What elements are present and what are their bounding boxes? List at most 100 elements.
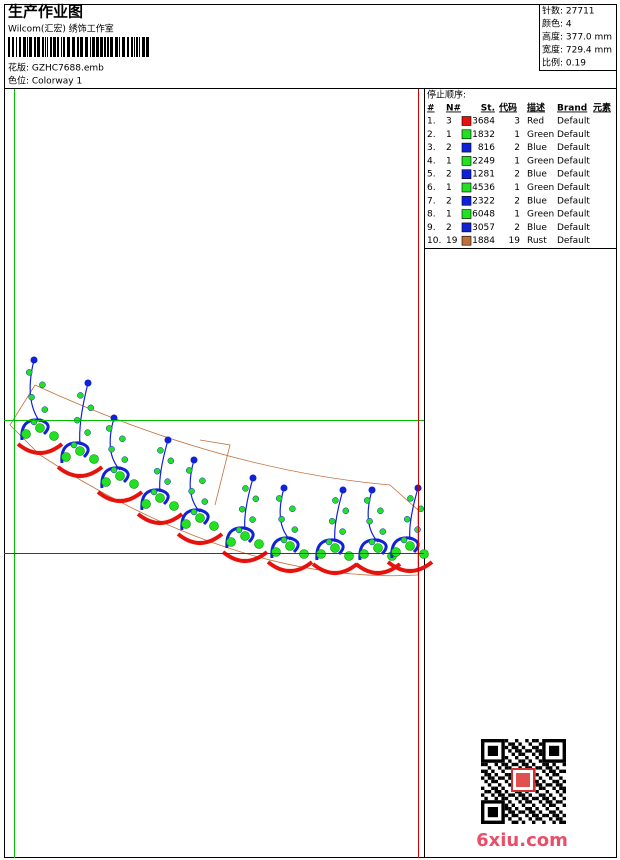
qr-cell — [521, 762, 526, 767]
qr-cell — [521, 796, 526, 801]
qr-cell — [511, 813, 515, 818]
leaf — [157, 447, 164, 454]
dot — [155, 493, 165, 503]
qr-cell — [508, 817, 512, 821]
bar — [42, 37, 44, 57]
bud — [30, 356, 38, 364]
qr-cell — [552, 786, 556, 790]
qr-cell — [559, 793, 563, 797]
bud — [280, 484, 288, 492]
bud — [339, 486, 347, 494]
cell-n: 1 — [446, 130, 452, 140]
watermark: 6xiu.com — [476, 830, 568, 851]
cell-code: 1 — [514, 210, 520, 220]
bar — [47, 37, 48, 57]
color-swatch — [461, 196, 472, 206]
cell-index: 6. — [427, 183, 436, 193]
leaf — [278, 515, 285, 523]
dot — [240, 531, 250, 541]
bar — [27, 37, 28, 57]
bar — [104, 37, 106, 57]
bar — [142, 37, 145, 57]
qr-cell — [511, 752, 515, 756]
column-header: 描述 — [527, 102, 545, 114]
qr-cell — [528, 817, 532, 821]
leaf — [167, 457, 175, 465]
leaf — [199, 477, 206, 485]
bar — [50, 37, 52, 57]
qr-cell — [515, 813, 519, 818]
qr-cell — [511, 803, 515, 807]
leaf — [328, 517, 336, 525]
qr-cell — [508, 759, 512, 763]
color-swatch — [461, 235, 472, 246]
cell-description: Rust — [527, 236, 547, 246]
qr-cell — [515, 762, 519, 767]
leaf — [105, 425, 113, 432]
qr-cell — [552, 810, 556, 814]
qr-cell — [521, 752, 526, 756]
qr-cell — [508, 800, 512, 804]
dot — [195, 513, 205, 523]
bar — [119, 37, 120, 57]
leaf — [185, 467, 193, 474]
qr-cell — [555, 773, 560, 777]
leaf — [325, 538, 333, 546]
leaf — [366, 517, 373, 525]
qr-cell — [538, 793, 543, 797]
leaf — [291, 526, 299, 533]
qr-cell — [552, 779, 556, 784]
leaf — [70, 441, 78, 449]
cell-brand: Default — [557, 210, 590, 220]
qr-cell — [511, 820, 515, 824]
qr-cell — [562, 779, 566, 784]
qr-cell — [538, 752, 543, 756]
color-swatch — [461, 156, 472, 166]
leaf — [249, 516, 256, 523]
qr-cell — [501, 769, 505, 773]
cell-description: Green — [527, 210, 554, 220]
qr-cell — [498, 783, 502, 787]
cell-stitches: 1832 — [472, 130, 495, 140]
swirl — [270, 536, 300, 559]
leaf — [368, 538, 376, 546]
qr-cell — [549, 783, 553, 787]
qr-cell — [518, 759, 522, 763]
color-swatch — [461, 209, 472, 219]
qr-cell — [484, 796, 488, 801]
qr-cell — [525, 762, 529, 767]
bar — [127, 37, 129, 57]
cell-index: 8. — [427, 210, 436, 220]
qr-cell — [535, 813, 539, 818]
qr-cell — [555, 817, 560, 821]
qr-cell — [562, 790, 566, 794]
bar — [53, 37, 56, 57]
vine — [409, 487, 419, 541]
qr-cell — [555, 766, 560, 770]
cell-n: 2 — [446, 170, 452, 180]
qr-cell — [508, 810, 512, 814]
qr-cell — [504, 745, 509, 750]
cell-brand: Default — [557, 130, 590, 140]
qr-cell — [552, 796, 556, 801]
color-swatch — [461, 222, 472, 233]
qr-cell — [508, 783, 512, 787]
dot — [35, 423, 45, 433]
stat: 针数: 27711 — [542, 5, 595, 17]
qr-cell — [508, 766, 512, 770]
qr-cell — [528, 793, 532, 797]
bar — [23, 37, 26, 57]
qr-cell — [481, 769, 485, 773]
qr-cell — [562, 803, 566, 807]
qr-cell — [562, 820, 566, 824]
cell-brand: Default — [557, 156, 590, 166]
scallop — [96, 490, 144, 503]
bar — [96, 37, 99, 57]
qr-cell — [518, 793, 522, 797]
cell-description: Blue — [527, 143, 547, 153]
qr-cell — [532, 796, 536, 801]
scallop — [56, 465, 104, 478]
cell-index: 7. — [427, 196, 436, 206]
bar — [29, 37, 32, 57]
qr-cell — [518, 749, 522, 753]
